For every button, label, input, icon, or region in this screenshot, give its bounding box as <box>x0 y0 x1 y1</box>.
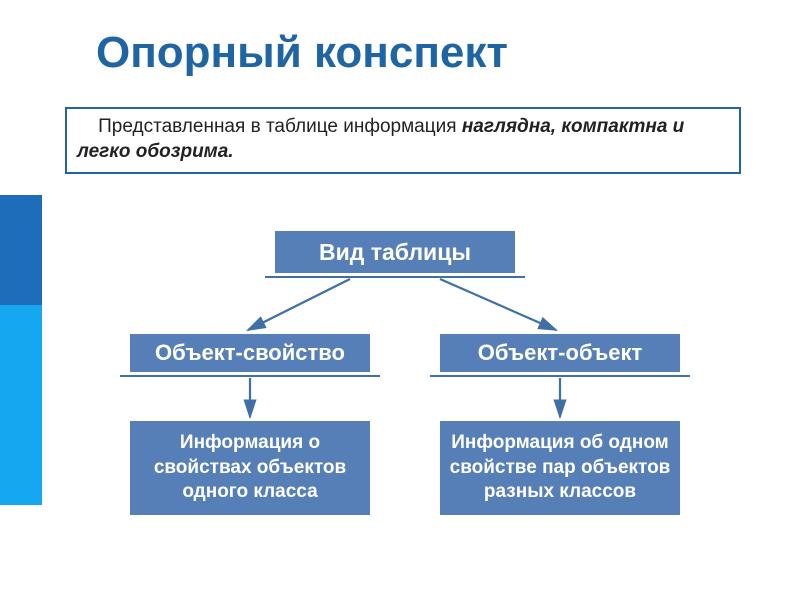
node-right-1: Объект-объект <box>440 334 680 372</box>
node-left-1: Объект-свойство <box>130 334 370 372</box>
underline-right-1 <box>430 375 690 377</box>
underline-left-1 <box>120 375 380 377</box>
node-left-2: Информация о свойствах объектов одного к… <box>130 421 370 515</box>
arrow-root-left <box>0 0 800 600</box>
node-right-2: Информация об одном свойстве пар объекто… <box>440 421 680 515</box>
